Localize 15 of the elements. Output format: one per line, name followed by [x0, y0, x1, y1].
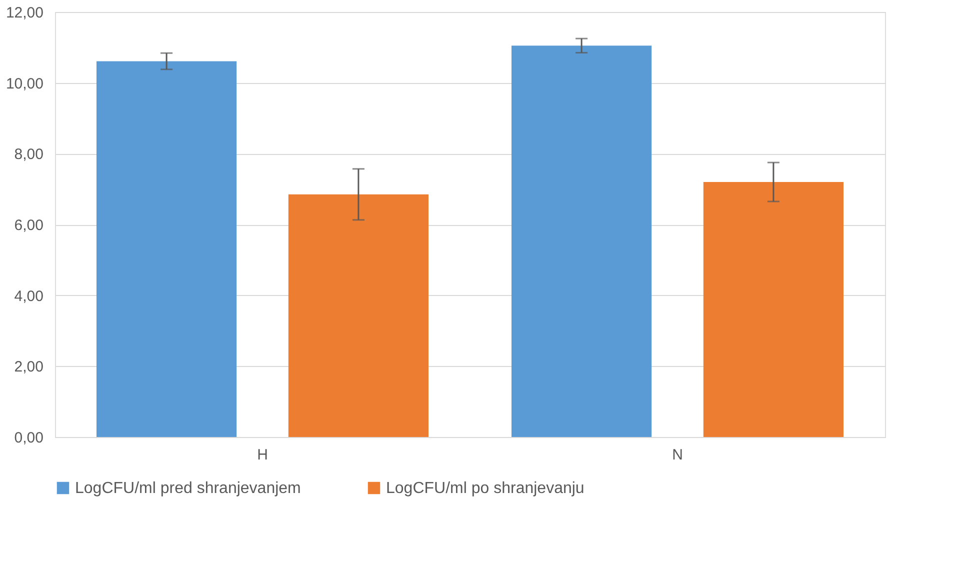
x-tick-label: H [257, 446, 268, 464]
y-tick-label: 10,00 [6, 75, 44, 92]
bar [96, 61, 237, 437]
bar [512, 46, 652, 437]
x-tick-label: N [672, 446, 683, 464]
y-tick-label: 4,00 [14, 288, 44, 305]
legend-label: LogCFU/ml pred shranjevanjem [75, 480, 301, 497]
bar [703, 182, 844, 437]
y-tick-label: 0,00 [14, 430, 44, 446]
legend-label: LogCFU/ml po shranjevanju [386, 480, 584, 497]
y-tick-label: 8,00 [14, 146, 44, 164]
y-tick-label: 12,00 [6, 4, 44, 22]
y-tick-label: 6,00 [14, 217, 44, 234]
bar [288, 194, 428, 437]
y-tick-label: 2,00 [14, 358, 44, 376]
